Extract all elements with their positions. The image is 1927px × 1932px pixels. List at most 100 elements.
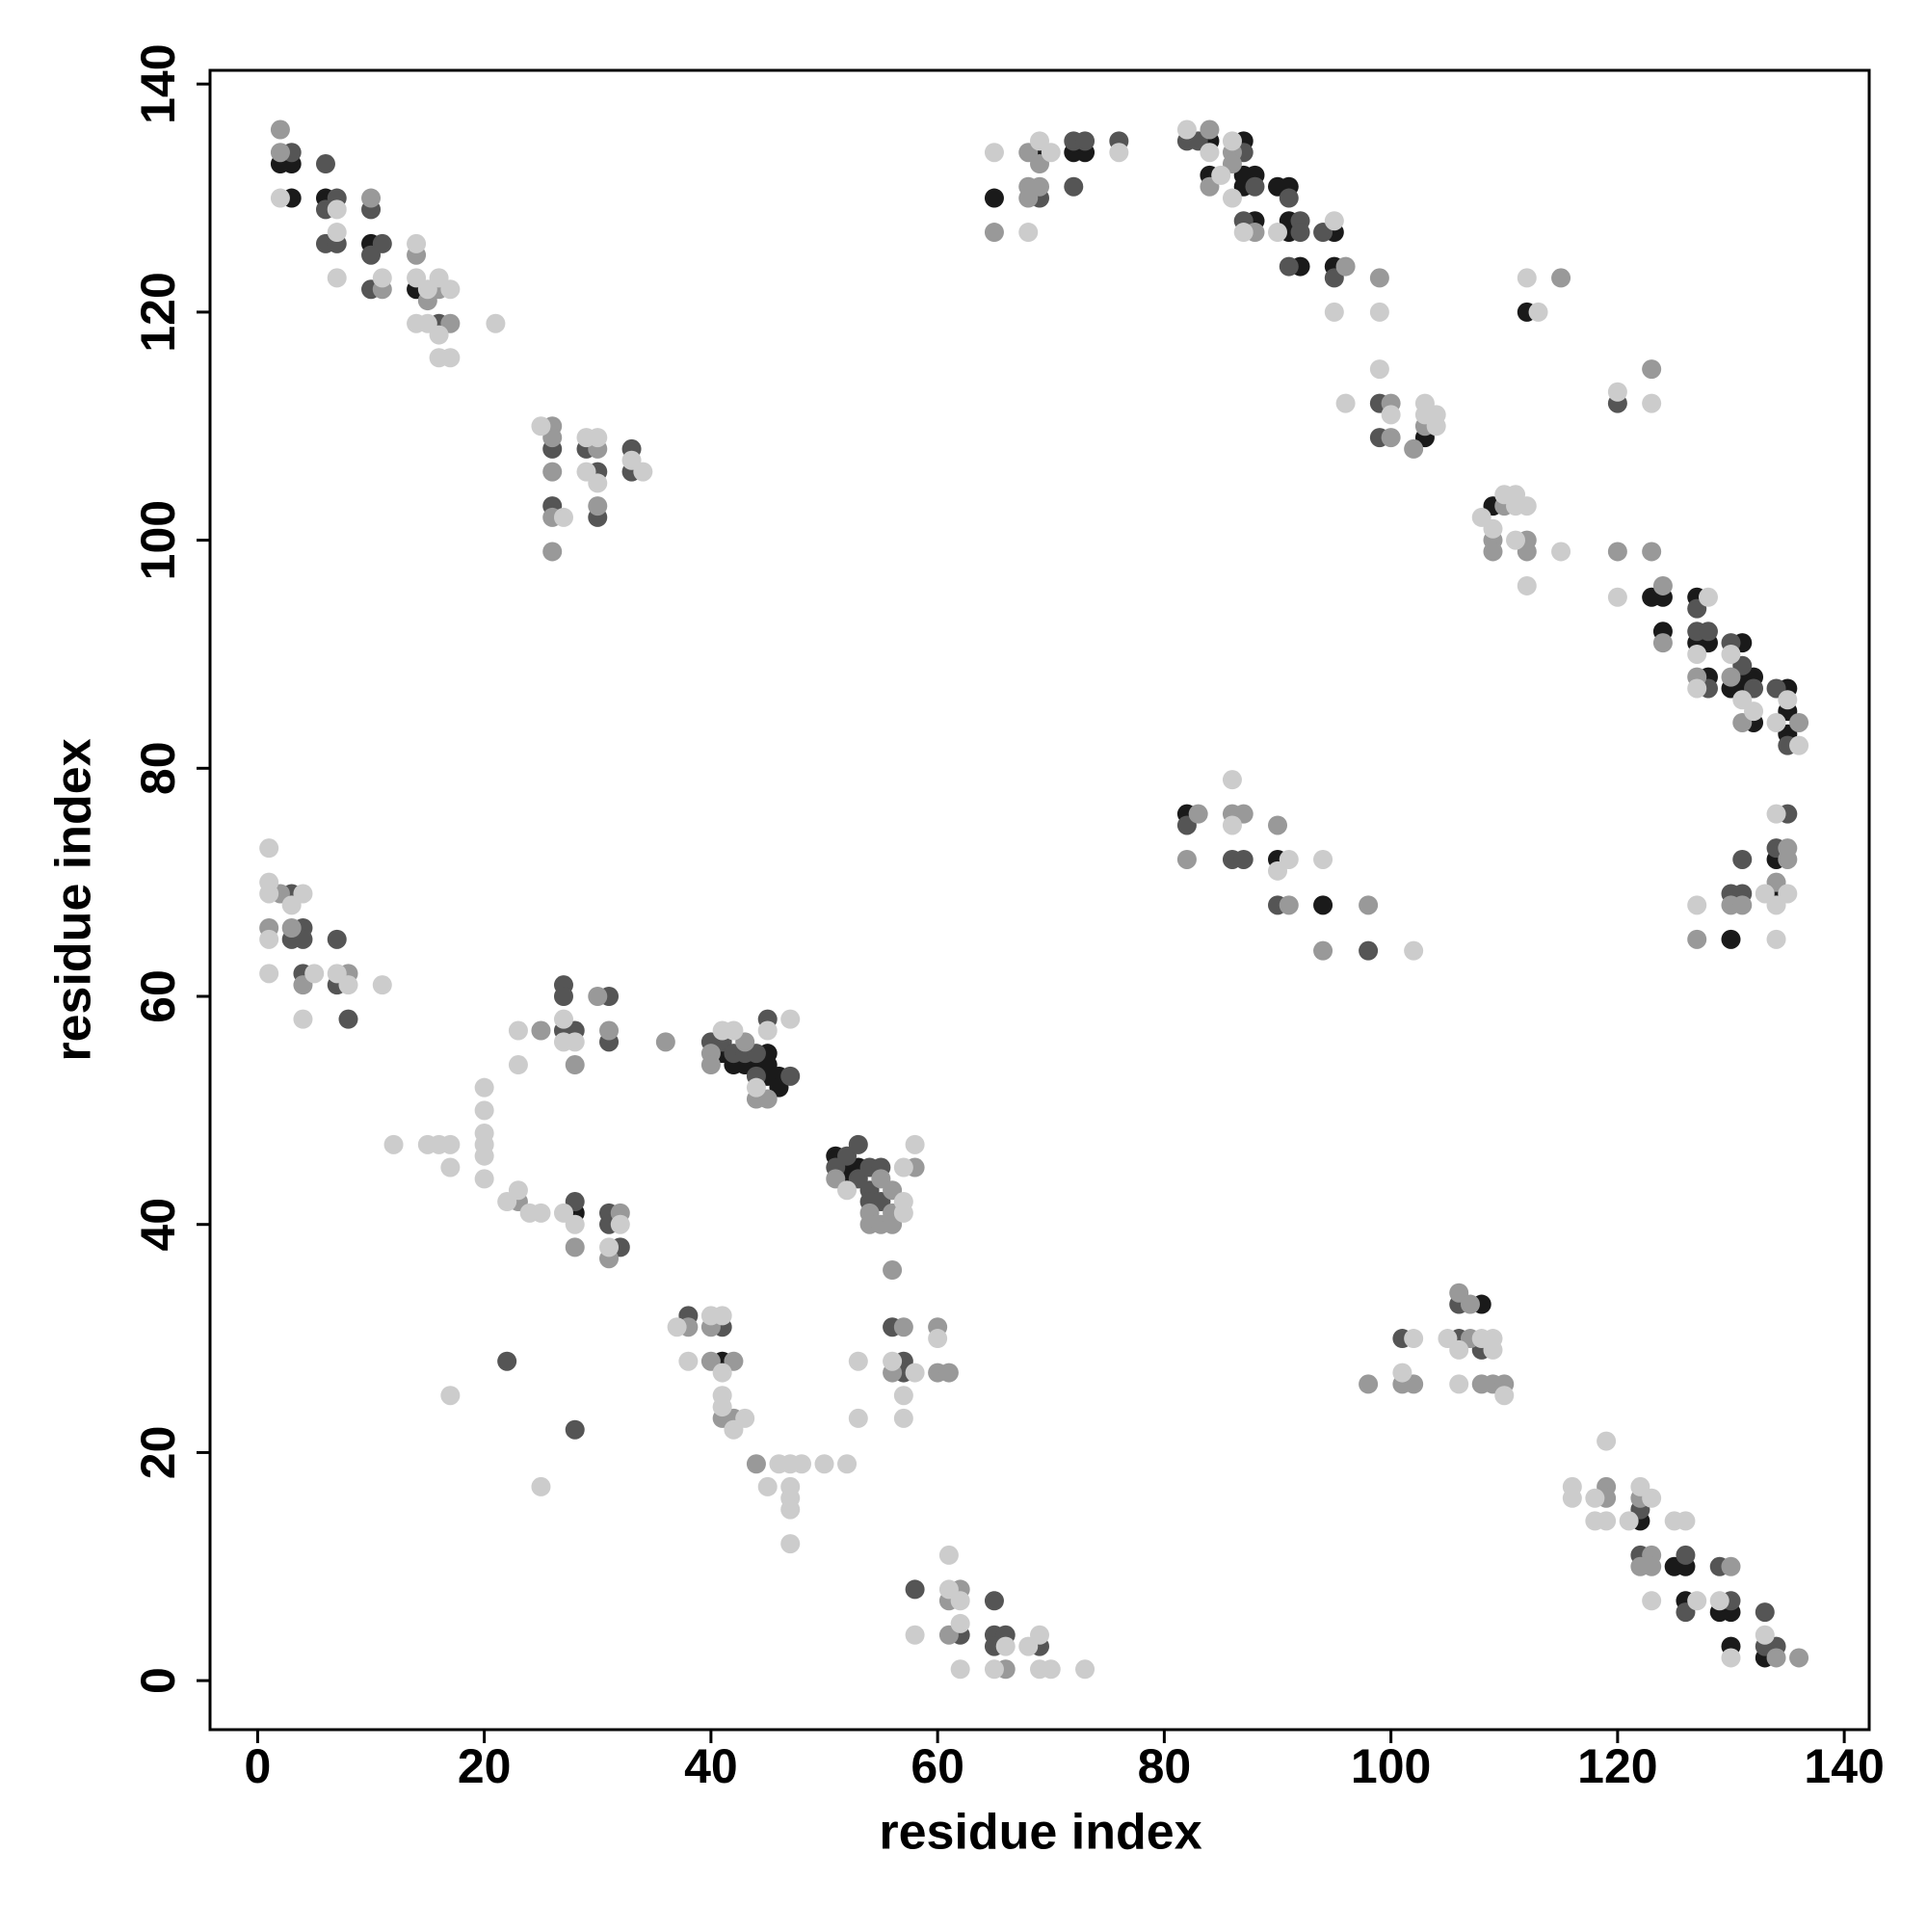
x-tick-label: 100	[1351, 1739, 1431, 1793]
point	[1732, 849, 1753, 869]
point	[1687, 678, 1707, 699]
point	[1449, 1374, 1469, 1394]
point	[1313, 940, 1333, 961]
point	[746, 1454, 766, 1474]
point	[1075, 1659, 1095, 1680]
point	[553, 987, 573, 1007]
point	[338, 975, 358, 995]
point	[1652, 633, 1673, 653]
point	[905, 1134, 925, 1154]
y-tick-label: 80	[131, 741, 185, 795]
point	[1290, 223, 1310, 243]
point	[327, 223, 347, 243]
point	[327, 268, 347, 288]
point	[1744, 701, 1764, 722]
point	[327, 199, 347, 220]
y-tick-label: 40	[131, 1198, 185, 1252]
point	[1642, 393, 1662, 413]
point	[383, 1134, 404, 1154]
point	[1176, 849, 1197, 869]
point	[950, 1613, 970, 1633]
point	[848, 1134, 868, 1154]
point	[950, 1659, 970, 1680]
point	[1200, 119, 1220, 140]
point	[1528, 302, 1548, 322]
point	[599, 1020, 620, 1041]
point	[610, 1214, 630, 1234]
point	[1324, 211, 1344, 231]
point	[1789, 712, 1809, 732]
point	[780, 1066, 801, 1086]
point	[837, 1180, 858, 1201]
point	[1324, 302, 1344, 322]
point	[1687, 1591, 1707, 1611]
point	[542, 462, 563, 482]
point	[757, 1020, 778, 1041]
point	[440, 1134, 461, 1154]
point	[848, 1351, 868, 1371]
point	[984, 1591, 1004, 1611]
point	[1698, 587, 1718, 607]
point	[905, 1625, 925, 1645]
point	[883, 1260, 903, 1281]
point	[995, 1636, 1016, 1656]
point	[429, 325, 449, 345]
point	[281, 917, 302, 938]
point	[588, 987, 608, 1007]
point	[1233, 849, 1254, 869]
point	[1041, 1659, 1061, 1680]
x-tick-label: 0	[244, 1739, 271, 1793]
point	[553, 507, 573, 527]
point	[440, 1157, 461, 1178]
point	[565, 1214, 585, 1234]
point	[780, 1534, 801, 1554]
point	[1676, 1545, 1696, 1565]
point	[1335, 256, 1356, 277]
point	[542, 542, 563, 562]
point	[1494, 1386, 1515, 1406]
point	[588, 473, 608, 493]
y-tick-label: 100	[131, 500, 185, 580]
point	[938, 1545, 959, 1565]
y-tick-label: 20	[131, 1426, 185, 1480]
point	[1279, 256, 1299, 277]
point	[531, 416, 551, 437]
point	[1506, 530, 1526, 550]
point	[848, 1408, 868, 1428]
point	[1789, 1648, 1809, 1668]
point	[712, 1363, 732, 1383]
x-tick-label: 40	[684, 1739, 738, 1793]
point	[1698, 622, 1718, 642]
point	[1392, 1363, 1412, 1383]
point	[1607, 382, 1627, 402]
point	[893, 1317, 913, 1337]
point	[1018, 223, 1039, 243]
point	[1176, 119, 1197, 140]
point	[1381, 428, 1401, 448]
point	[1607, 542, 1627, 562]
point	[508, 1055, 528, 1075]
point	[565, 1419, 585, 1440]
point	[950, 1591, 970, 1611]
point	[1766, 929, 1786, 949]
point	[837, 1454, 858, 1474]
x-axis-label: residue index	[879, 1805, 1201, 1861]
point	[1064, 176, 1084, 197]
point	[1517, 575, 1537, 595]
point	[984, 223, 1004, 243]
point	[372, 268, 392, 288]
point	[588, 428, 608, 448]
point	[1222, 815, 1242, 835]
plot-frame	[208, 68, 1871, 1732]
point	[1551, 542, 1571, 562]
point	[893, 1157, 913, 1178]
point	[1483, 1339, 1503, 1360]
point	[1585, 1488, 1605, 1508]
point	[1766, 804, 1786, 824]
point	[565, 1237, 585, 1257]
point	[565, 1032, 585, 1052]
point	[1676, 1511, 1696, 1531]
point	[757, 1476, 778, 1496]
point	[1404, 438, 1424, 459]
